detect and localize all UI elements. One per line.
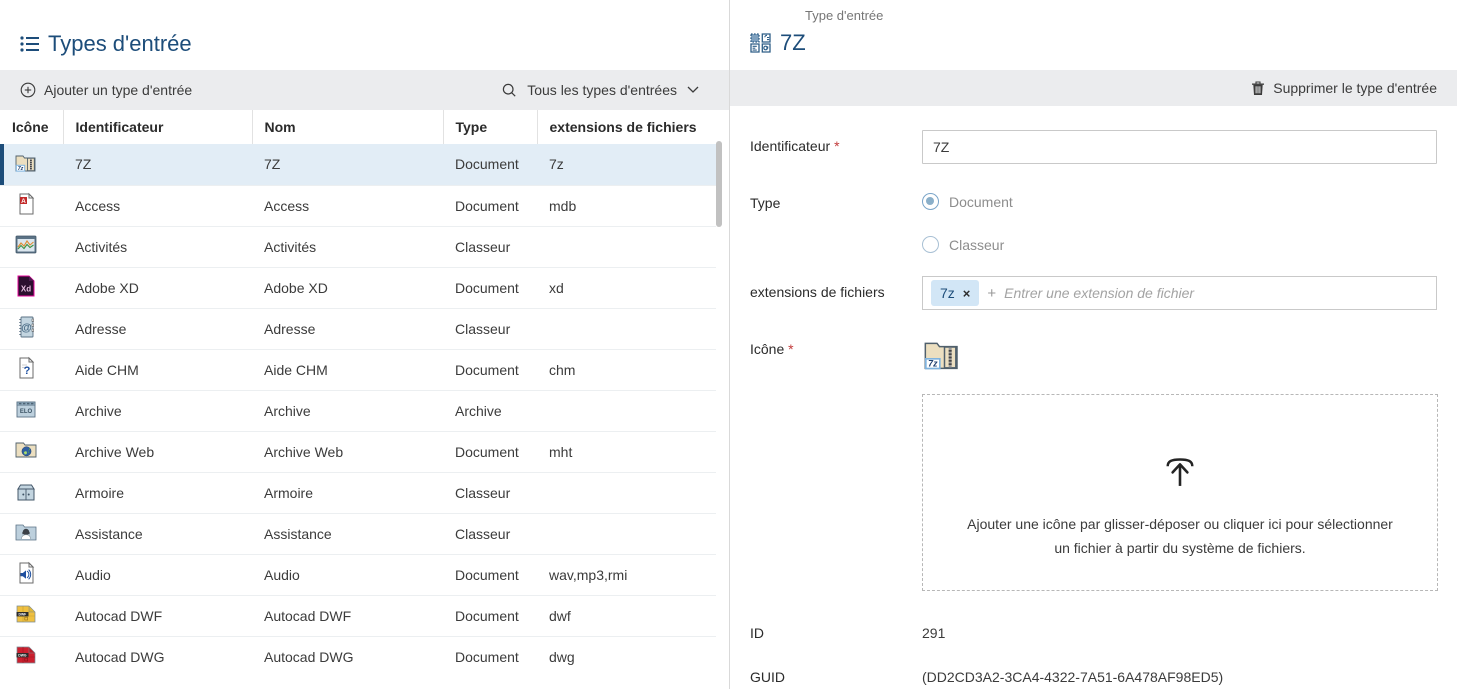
svg-text:@: @ <box>21 322 32 334</box>
svg-text:DWF: DWF <box>19 612 27 616</box>
svg-text:?: ? <box>24 365 31 377</box>
svg-text:Xd: Xd <box>21 285 31 294</box>
svg-text:7z: 7z <box>928 359 938 369</box>
svg-text:DWG: DWG <box>18 654 27 658</box>
svg-text:7z: 7z <box>18 166 24 172</box>
svg-text:ELO: ELO <box>20 409 33 415</box>
svg-text:A: A <box>21 198 26 205</box>
